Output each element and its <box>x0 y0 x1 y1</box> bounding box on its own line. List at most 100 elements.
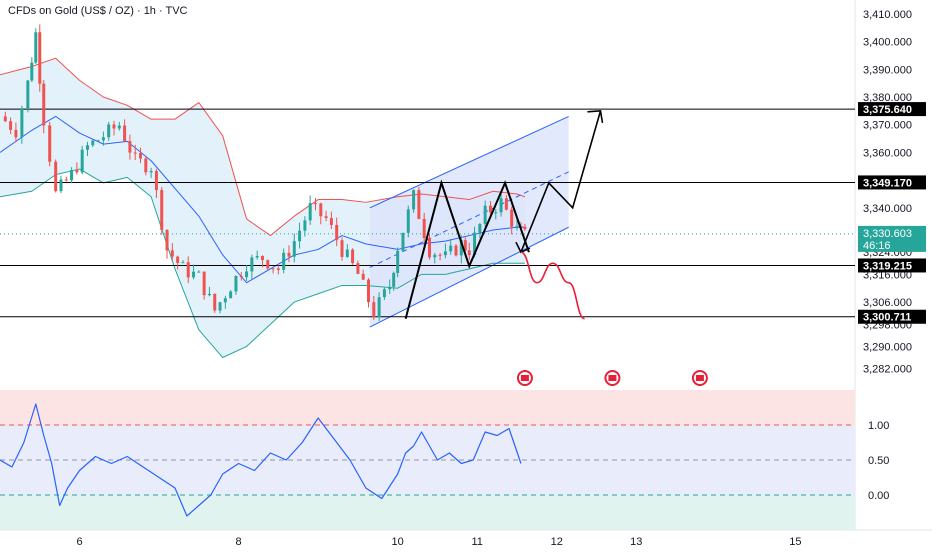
candle-body <box>361 273 365 280</box>
candle-body <box>80 149 84 173</box>
candle-body <box>101 137 105 141</box>
candle-body <box>467 250 471 256</box>
candle-body <box>372 302 376 318</box>
price-axis-tick-label: 3,410.000 <box>863 9 912 21</box>
candle-body <box>282 252 286 270</box>
candle-body <box>165 229 169 251</box>
candle-body <box>38 32 42 84</box>
candle-body <box>335 224 339 241</box>
candle-body <box>123 125 127 142</box>
channel-fill <box>369 116 569 328</box>
flag-stripes-icon <box>520 375 529 381</box>
level-price-label: 3,349.170 <box>863 177 912 189</box>
candle-body <box>406 209 410 233</box>
candle-body <box>303 220 307 231</box>
candle-body <box>160 190 164 230</box>
time-axis-tick-label: 10 <box>392 536 404 548</box>
candle-body <box>488 205 492 213</box>
candle-body <box>234 276 238 292</box>
candle-body <box>229 291 233 299</box>
candle-body <box>207 293 211 296</box>
wave-pattern-path[interactable] <box>404 179 530 319</box>
candle-body <box>292 241 296 257</box>
candle-body <box>239 276 243 278</box>
candle-body <box>351 249 355 264</box>
candle-body <box>85 145 89 150</box>
candle-body <box>91 140 95 146</box>
price-axis-tick-label: 3,380.000 <box>863 92 912 104</box>
candle-body <box>223 298 227 303</box>
flag-stripes-icon <box>608 375 617 381</box>
price-axis-tick-label: 3,400.000 <box>863 37 912 49</box>
candle-body <box>202 271 206 296</box>
candle-body <box>287 252 291 257</box>
candle-body <box>356 263 360 274</box>
candle-body <box>523 226 527 230</box>
candle-body <box>271 268 275 270</box>
candle-body <box>96 140 100 142</box>
bollinger-upper-line <box>0 57 526 237</box>
candle-body <box>3 116 7 122</box>
candle-body <box>319 203 323 217</box>
level-price-tag <box>858 175 926 190</box>
channel-lower-line[interactable] <box>369 226 569 328</box>
candle-body <box>9 121 13 130</box>
time-axis-tick-label: 13 <box>630 536 642 548</box>
time-axis-tick-label: 12 <box>551 536 563 548</box>
channel-mid-line[interactable] <box>369 171 569 268</box>
candle-body <box>176 256 180 263</box>
time-axis-tick-label: 15 <box>789 536 801 548</box>
price-axis-tick-label: 3,340.000 <box>863 203 912 215</box>
candle-body <box>494 212 498 214</box>
candle-body <box>313 203 317 205</box>
candle-body <box>149 171 153 173</box>
bullish-projection-path[interactable] <box>520 110 602 253</box>
candle-body <box>478 223 482 233</box>
candle-body <box>382 289 386 298</box>
symbol-title: CFDs on Gold (US$ / OZ) · 1h · TVC <box>8 5 188 17</box>
candle-body <box>459 240 463 256</box>
candle-body <box>377 297 381 318</box>
candle-body <box>107 124 111 138</box>
candle-body <box>117 125 121 129</box>
time-axis-tick-label: 6 <box>76 536 82 548</box>
overbought-zone <box>0 390 855 425</box>
price-axis-tick-label: 3,390.000 <box>863 64 912 76</box>
bar-countdown-label: 46:16 <box>863 240 891 252</box>
level-price-label: 3,319.215 <box>863 260 912 272</box>
candle-body <box>75 170 79 173</box>
candle-body <box>255 255 259 258</box>
candle-body <box>396 250 400 273</box>
price-axis-tick-label: 3,290.000 <box>863 341 912 353</box>
indicator-line[interactable] <box>0 403 522 517</box>
candle-body <box>449 245 453 252</box>
bearish-projection-path[interactable] <box>520 251 585 320</box>
indicator-axis-tick-label: 0.50 <box>868 455 889 467</box>
candle-body <box>422 218 426 239</box>
candle-body <box>340 240 344 257</box>
candle-body <box>298 230 302 242</box>
candle-body <box>463 240 467 251</box>
candle-body <box>504 198 508 210</box>
candle-body <box>48 125 52 162</box>
bollinger-lower-line <box>0 168 525 359</box>
candle-body <box>26 80 30 109</box>
bollinger-basis-line <box>0 115 525 284</box>
candle-body <box>515 225 519 227</box>
candle-body <box>34 32 38 63</box>
projection-arrow-head <box>587 110 604 123</box>
price-axis-tick-label: 3,370.000 <box>863 120 912 132</box>
candle-body <box>483 205 487 224</box>
level-price-tag <box>858 258 926 273</box>
candle-body <box>401 232 405 251</box>
channel-upper-line[interactable] <box>369 115 569 209</box>
candle-body <box>181 262 185 264</box>
candle-body <box>392 272 396 287</box>
candle-body <box>499 198 503 213</box>
candle-body <box>510 209 514 227</box>
candle-body <box>54 161 58 192</box>
oversold-zone <box>0 495 855 530</box>
candle-body <box>70 170 74 181</box>
